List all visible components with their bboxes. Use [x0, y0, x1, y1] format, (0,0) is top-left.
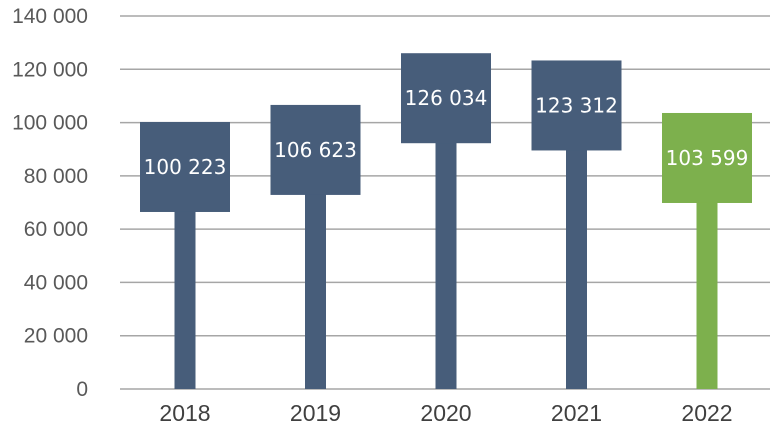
bar-box-2021 — [531, 60, 622, 151]
x-axis-category-labels: 2018 2019 2020 2021 2022 — [159, 400, 732, 426]
data-label-2018: 100 223 — [144, 155, 227, 179]
y-tick-label: 80 000 — [24, 165, 88, 188]
x-tick-label-2018: 2018 — [159, 400, 210, 426]
data-label-2021: 123 312 — [535, 93, 618, 117]
y-tick-label: 20 000 — [24, 325, 88, 348]
data-label-2022: 103 599 — [666, 146, 749, 170]
y-tick-label: 100 000 — [12, 112, 88, 135]
y-axis-tick-labels: 0 20 000 40 000 60 000 80 000 100 000 120 000 1… — [12, 5, 88, 401]
bar-stem-2021 — [566, 149, 587, 389]
data-label-2019: 106 623 — [274, 138, 357, 162]
bars: 100 223 106 623 126 034 123 312 103 599 — [140, 53, 752, 389]
y-tick-label: 60 000 — [24, 218, 88, 241]
y-tick-label: 120 000 — [12, 58, 88, 81]
bar-stem-2022 — [696, 201, 718, 389]
x-tick-label-2022: 2022 — [681, 400, 732, 426]
y-tick-label: 40 000 — [24, 271, 88, 294]
data-label-2020: 126 034 — [405, 86, 488, 110]
bar-stem-2020 — [435, 142, 457, 389]
bar-stem-2018 — [174, 210, 196, 389]
x-tick-label-2021: 2021 — [551, 400, 602, 426]
bar-box-2022 — [662, 112, 752, 203]
x-tick-label-2019: 2019 — [290, 400, 341, 426]
bar-box-2020 — [401, 53, 491, 144]
y-tick-label: 140 000 — [12, 5, 88, 28]
y-tick-label: 0 — [76, 378, 88, 401]
bar-stem-2019 — [305, 193, 326, 389]
bar-box-2018 — [140, 121, 230, 212]
bar-box-2019 — [270, 104, 361, 195]
x-tick-label-2020: 2020 — [420, 400, 471, 426]
